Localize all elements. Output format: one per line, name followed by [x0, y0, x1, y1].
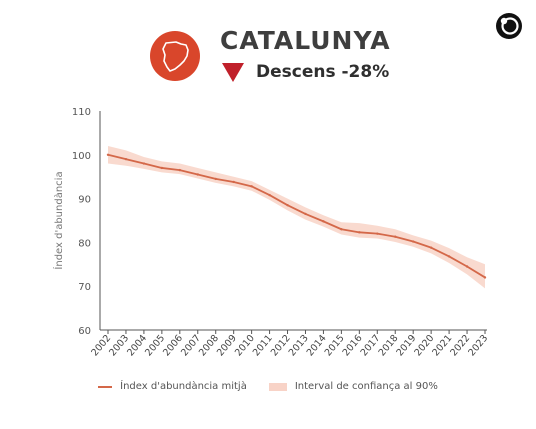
chart-legend: Índex d'abundància mitjà Interval de con…: [0, 381, 536, 392]
mean-series-point: [429, 246, 433, 249]
mean-series-point: [142, 162, 146, 165]
x-tick-label: 2023: [466, 333, 490, 359]
mean-series-line: [107, 153, 486, 279]
catalonia-map-icon: [162, 41, 189, 72]
mean-series-point: [394, 235, 397, 238]
y-axis-title: Índex d'abundància: [52, 171, 65, 269]
confidence-band: [108, 146, 485, 289]
mean-series-point: [214, 177, 217, 181]
mean-series-point: [250, 185, 253, 188]
y-tick-label: 70: [78, 282, 91, 293]
mean-series-point: [124, 157, 128, 161]
legend-label-interval: Interval de confiança al 90%: [294, 381, 438, 392]
mean-series-point: [268, 193, 271, 197]
mean-series-point: [286, 203, 289, 207]
mean-series-point: [178, 168, 182, 172]
mean-series-point: [483, 276, 487, 279]
y-tick-label: 60: [78, 326, 91, 337]
mean-series-point: [232, 180, 235, 184]
legend-item-interval: Interval de confiança al 90%: [268, 381, 438, 392]
mean-series-point: [411, 240, 415, 243]
down-triangle-icon: [222, 62, 244, 82]
mean-series-point: [340, 228, 343, 231]
legend-swatch-mean: [98, 385, 113, 388]
trend-indicator: Descens -28%: [222, 62, 389, 82]
trend-label: Descens -28%: [256, 62, 390, 82]
mean-series-point: [465, 265, 469, 268]
mean-series-point: [304, 212, 307, 216]
y-tick-label: 110: [72, 107, 91, 118]
legend-swatch-interval: [268, 382, 287, 391]
mean-series-point: [322, 220, 325, 223]
legend-label-mean: Índex d'abundància mitjà: [120, 381, 247, 392]
mean-series-point: [196, 173, 199, 176]
legend-item-mean: Índex d'abundància mitjà: [98, 381, 247, 392]
mean-series-point: [106, 153, 110, 156]
y-tick-label: 100: [72, 151, 91, 162]
y-tick-label: 80: [78, 238, 91, 249]
mean-series-point: [447, 255, 451, 258]
brand-logo-icon: [496, 13, 522, 39]
region-title: CATALUNYA: [220, 26, 391, 55]
y-tick-label: 90: [78, 195, 91, 206]
region-badge: [150, 31, 200, 81]
mean-series-point: [160, 166, 164, 170]
mean-series-point: [376, 232, 379, 235]
mean-series-point: [358, 231, 361, 234]
